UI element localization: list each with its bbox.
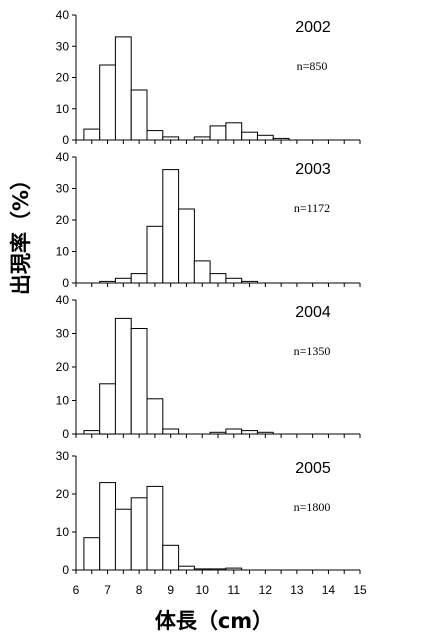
bar-2002-7.5 [114,36,132,141]
y-tick-label: 10 [56,525,70,539]
bar-2005-8.5 [146,485,164,571]
y-tick-label: 0 [62,427,69,441]
y-tick-label: 30 [56,449,70,463]
bar-2004-8.5 [146,398,164,435]
panel-n-label: n=1172 [294,201,330,215]
panel-2002: 0 10 20 30 40 2002 n=850 [56,8,361,147]
bar-2002-11 [225,122,243,141]
panel-n-label: n=1800 [294,500,331,514]
bar-2004-11.5 [241,430,258,435]
bar-2002-10.5 [209,125,227,141]
y-tick-label: 30 [56,182,70,196]
panel-2005: 0 10 20 30 2005 n=1800 [56,449,361,577]
panel-year-label: 2002 [295,19,331,36]
panels-group: 0 10 20 30 40 2002 n=850 0 10 20 30 40 2003 n=1172 0 10… [56,8,361,577]
bar-2003-8 [130,273,148,284]
bar-2003-9 [162,169,180,284]
bar-2003-11 [225,277,243,284]
panel-2004: 0 10 20 30 40 2004 n=1350 [56,293,361,441]
bar-2003-10 [193,260,211,284]
x-axis-label: 体長（cm） [155,609,273,633]
bar-2004-11 [225,428,243,435]
bar-2003-8.5 [146,225,164,284]
x-tick-label: 6 [73,583,80,597]
x-tick-label: 10 [196,583,210,597]
bar-2005-8 [130,497,148,571]
panel-2003: 0 10 20 30 40 2003 n=1172 [56,150,361,290]
bar-2002-8.5 [146,130,164,141]
panel-n-label: n=1350 [294,344,331,358]
y-tick-label: 0 [62,133,69,147]
y-tick-label: 30 [56,39,70,53]
bar-2005-9 [162,544,180,571]
bar-2005-7 [99,482,116,571]
y-tick-label: 0 [62,563,69,577]
bar-2004-6.5 [83,430,101,435]
y-tick-label: 40 [56,150,70,164]
x-tick-label: 13 [290,583,304,597]
bar-2005-6.5 [83,537,101,571]
x-tick-label: 14 [322,583,336,597]
x-tick-label: 7 [104,583,111,597]
y-tick-label: 20 [56,213,70,227]
bar-2004-7 [99,383,116,435]
y-tick-label: 0 [62,276,69,290]
y-tick-label: 20 [56,71,70,85]
bar-2005-9.5 [178,565,195,571]
bar-2004-7.5 [114,317,132,435]
x-tick-label: 9 [167,583,174,597]
y-tick-label: 10 [56,394,70,408]
bar-2002-7 [99,64,116,141]
bar-2002-6.5 [83,128,101,141]
x-tick-label: 12 [259,583,273,597]
panel-year-label: 2004 [295,304,331,321]
x-tick-label: 11 [228,583,241,597]
bar-2003-7.5 [114,277,132,284]
bar-2005-7.5 [114,508,132,571]
y-tick-label: 40 [56,8,70,22]
panel-year-label: 2005 [295,460,331,477]
bar-2004-9 [162,428,180,435]
y-tick-label: 40 [56,293,70,307]
bar-2002-11.5 [241,131,258,141]
bar-2004-8 [130,328,148,435]
x-tick-label: 8 [136,583,143,597]
bar-2002-12 [256,134,274,141]
y-tick-label: 10 [56,102,70,116]
y-tick-label: 20 [56,487,70,501]
y-tick-label: 30 [56,327,70,341]
y-axis-label: 出現率（%） [9,169,33,295]
bar-2002-8 [130,89,148,141]
bar-2003-9.5 [178,208,195,284]
bar-2003-10.5 [209,273,227,284]
panel-year-label: 2003 [295,161,331,178]
x-tick-label: 15 [353,583,367,597]
panel-n-label: n=850 [297,59,328,73]
x-tick-labels: 6 7 8 9 10 11 12 13 14 15 [73,583,367,597]
y-tick-label: 10 [56,245,70,259]
y-tick-label: 20 [56,360,70,374]
